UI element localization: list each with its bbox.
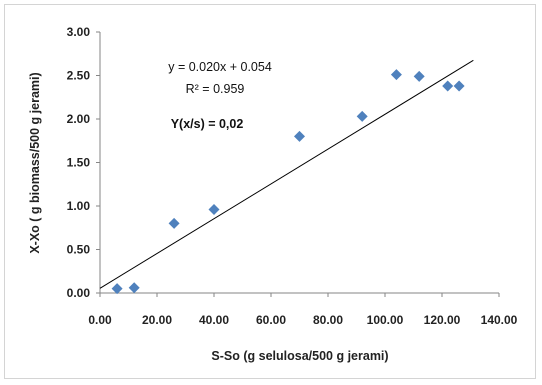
x-tick-label: 0.00 — [88, 313, 112, 327]
data-point — [111, 283, 123, 295]
data-point — [168, 217, 180, 229]
y-tick-label: 2.00 — [67, 112, 91, 126]
data-point — [442, 80, 454, 92]
data-point — [208, 203, 220, 215]
y-axis-title: X-Xo ( g biomass/500 g jerami) — [28, 72, 42, 253]
x-tick-label: 100.00 — [367, 313, 404, 327]
yield-label: Y(x/s) = 0,02 — [171, 117, 244, 131]
x-tick-label: 20.00 — [142, 313, 172, 327]
trendline — [99, 59, 474, 289]
x-tick-label: 120.00 — [424, 313, 461, 327]
y-tick-label: 2.50 — [67, 69, 91, 83]
chart-frame — [4, 4, 536, 379]
y-tick-label: 0.00 — [67, 286, 91, 300]
data-points — [111, 69, 465, 295]
equation-label: y = 0.020x + 0.054 — [168, 60, 272, 74]
x-tick-label: 40.00 — [199, 313, 229, 327]
y-tick-label: 0.50 — [67, 243, 91, 257]
plot-area — [99, 32, 499, 294]
x-tick-label: 140.00 — [481, 313, 518, 327]
data-point — [128, 282, 140, 294]
y-tick-labels: 0.00 0.50 1.00 1.50 2.00 2.50 3.00 — [67, 25, 100, 300]
y-tick-label: 1.50 — [67, 156, 91, 170]
x-axis-title: S-So (g selulosa/500 g jerami) — [211, 349, 388, 363]
y-tick-label: 1.00 — [67, 199, 91, 213]
data-point — [294, 130, 305, 142]
data-point — [413, 70, 425, 82]
y-tick-label: 3.00 — [67, 25, 91, 39]
x-tick-label: 80.00 — [313, 313, 343, 327]
x-tick-label: 60.00 — [256, 313, 286, 327]
x-tick-labels: 0.00 20.00 40.00 60.00 80.00 100.00 120.00 140.… — [88, 293, 518, 327]
data-point — [356, 110, 368, 122]
r-squared-label: R² = 0.959 — [186, 82, 245, 96]
data-point — [453, 80, 465, 92]
data-point — [390, 69, 402, 81]
trendline-layer — [99, 59, 474, 289]
